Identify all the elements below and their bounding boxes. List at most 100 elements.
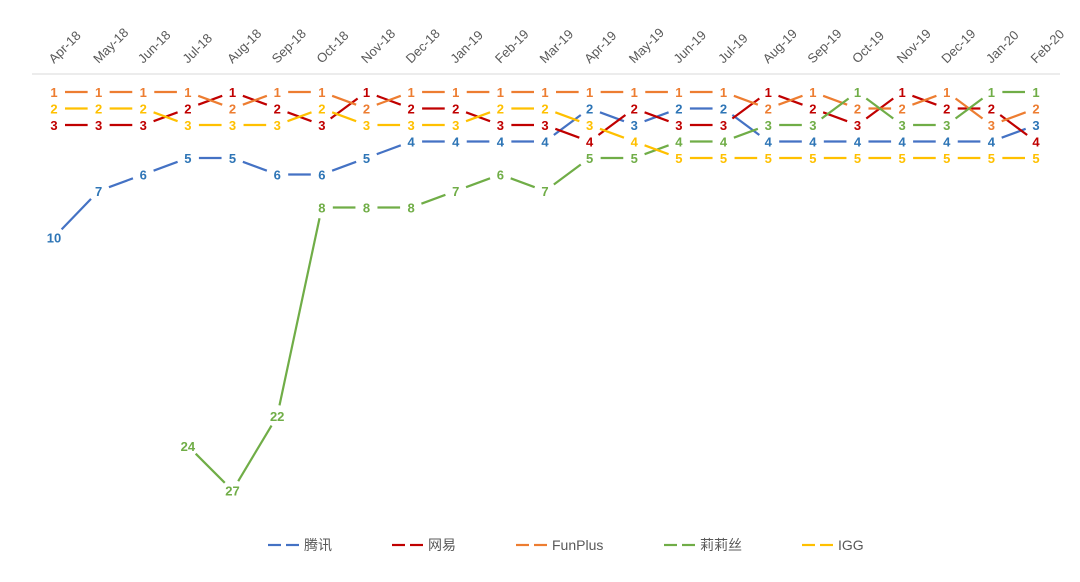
series-1-segment [330,97,359,120]
series-3-data-label: 3 [765,118,772,133]
series-1-data-label: 4 [1032,135,1040,150]
series-3-line [194,90,1025,484]
series-2-data-label: 2 [765,102,772,117]
series-2-data-label: 1 [184,85,191,100]
series-1-data-label: 2 [274,102,281,117]
x-tick-label: Jan-20 [983,27,1022,66]
series-0-data-label: 5 [184,151,191,166]
series-0-data-label: 3 [631,118,638,133]
series-3-data-label: 5 [631,151,638,166]
x-tick-label: Dec-18 [403,26,443,66]
x-tick-label: Jun-19 [670,27,709,66]
series-0-data-label: 4 [809,135,817,150]
x-tick-label: Sep-19 [804,26,844,66]
series-0-data-label: 6 [274,168,281,183]
series-3-segment [954,97,984,120]
series-4-data-label: 5 [809,151,816,166]
series-3-segment [421,193,446,205]
series-1-data-label: 2 [943,102,950,117]
series-4-data-label: 5 [988,151,995,166]
series-0-data-label: 4 [497,135,505,150]
series-2-data-label: 1 [452,85,459,100]
series-1-data-label: 3 [318,118,325,133]
series-2-data-label: 3 [988,118,995,133]
series-1-data-label: 2 [407,102,414,117]
series-1-data-label: 4 [586,135,594,150]
series-2-data-label: 2 [229,102,236,117]
legend-item: 网易 [392,537,456,553]
series-4-segment [644,144,669,156]
series-3-data-label: 1 [988,85,995,100]
series-1-data-label: 1 [765,85,772,100]
series-4-segment [153,111,178,123]
x-tick-label: Dec-19 [938,26,978,66]
series-4-data-label: 2 [318,102,325,117]
series-2-segment [733,94,759,106]
series-3-data-label: 6 [497,168,504,183]
series-1-data-label: 3 [720,118,727,133]
series-3-data-label: 27 [225,484,239,499]
series-0-data-label: 4 [765,135,773,150]
legend-label: 网易 [428,537,456,553]
x-tick-label: Apr-19 [581,28,619,66]
x-tick-label: Feb-19 [492,26,532,66]
x-tick-label: Sep-18 [269,26,309,66]
series-2-data-label: 1 [631,85,638,100]
series-1-data-label: 3 [140,118,147,133]
series-1-data-label: 3 [675,118,682,133]
series-4-segment [599,127,625,139]
legend-label: FunPlus [552,537,603,553]
series-4-data-label: 3 [184,118,191,133]
series-2-data-label: 2 [1032,102,1039,117]
series-3-data-label: 8 [363,201,370,216]
series-0-data-label: 4 [988,135,996,150]
series-2-data-label: 1 [809,85,816,100]
series-3-segment [194,452,226,484]
x-tick-label: May-18 [90,25,131,66]
series-3-segment [821,97,850,120]
series-4-data-label: 2 [50,102,57,117]
x-tick-label: Jan-19 [447,27,486,66]
series-3-data-label: 5 [586,151,593,166]
series-3-data-label: 3 [898,118,905,133]
series-1-data-label: 2 [184,102,191,117]
legend-label: 莉莉丝 [700,537,742,553]
series-0-data-label: 3 [1032,118,1039,133]
legend: 腾讯 网易 FunPlus 莉莉丝 IGG [268,537,864,553]
series-4-data-label: 2 [95,102,102,117]
x-tick-label: Jul-19 [715,30,751,66]
series-2-segment [1001,111,1027,123]
series-0-data-label: 2 [586,102,593,117]
x-tick-label: May-19 [626,25,667,66]
series-3-data-label: 24 [181,439,196,454]
series-2-segment [331,94,357,106]
series-4-data-label: 4 [631,135,639,150]
series-4-data-label: 5 [675,151,682,166]
series-0-data-label: 6 [140,168,147,183]
series-4-data-label: 5 [720,151,727,166]
series-4-data-label: 5 [1032,151,1039,166]
series-1-data-label: 2 [452,102,459,117]
series-4-data-label: 2 [140,102,147,117]
x-tick-label: Oct-18 [313,28,351,66]
series-2-data-label: 1 [943,85,950,100]
series-1-segment [999,114,1028,136]
series-2-data-label: 1 [318,85,325,100]
legend-label: 腾讯 [304,537,332,553]
series-1-data-label: 3 [95,118,102,133]
series-1-data-label: 1 [898,85,905,100]
x-tick-label: Jun-18 [135,27,174,66]
series-3-data-label: 3 [943,118,950,133]
x-tick-label: Feb-20 [1028,26,1068,66]
series-4-segment [465,111,491,123]
series-3-segment [865,97,894,120]
series-3-data-label: 22 [270,409,284,424]
series-lines [60,90,1028,484]
series-1-segment [731,97,760,120]
series-3-data-label: 7 [452,184,459,199]
